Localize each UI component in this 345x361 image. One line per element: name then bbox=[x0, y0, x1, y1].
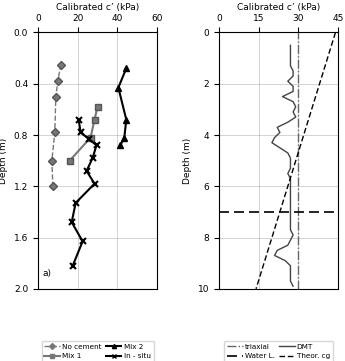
Mix 2 bbox=[116, 86, 120, 90]
DMT bbox=[286, 120, 290, 124]
In - situ bbox=[71, 264, 75, 268]
DMT bbox=[288, 238, 293, 242]
DMT bbox=[288, 274, 293, 278]
DMT bbox=[280, 94, 285, 99]
DMT bbox=[286, 243, 290, 247]
triaxial bbox=[296, 30, 300, 35]
In - situ bbox=[85, 169, 89, 173]
In - situ bbox=[95, 143, 99, 147]
Mix 1 bbox=[96, 105, 100, 109]
Title: Calibrated c’ (kPa): Calibrated c’ (kPa) bbox=[56, 3, 139, 12]
DMT bbox=[291, 69, 295, 73]
Line: No cement: No cement bbox=[49, 62, 63, 189]
Line: Mix 2: Mix 2 bbox=[115, 65, 130, 149]
DMT bbox=[275, 125, 279, 130]
DMT bbox=[288, 207, 293, 212]
DMT bbox=[291, 74, 295, 78]
No cement bbox=[50, 158, 54, 163]
No cement bbox=[59, 62, 63, 67]
DMT bbox=[291, 110, 295, 114]
DMT bbox=[286, 79, 290, 83]
In - situ bbox=[73, 201, 78, 205]
In - situ bbox=[70, 220, 74, 224]
DMT bbox=[288, 222, 293, 227]
Legend: triaxial, Water L., DMT, Theor. cg: triaxial, Water L., DMT, Theor. cg bbox=[224, 340, 333, 361]
DMT bbox=[288, 182, 293, 186]
DMT bbox=[291, 284, 295, 288]
Water L. bbox=[217, 210, 221, 214]
DMT bbox=[288, 48, 293, 53]
Title: Calibrated c’ (kPa): Calibrated c’ (kPa) bbox=[237, 3, 320, 12]
In - situ bbox=[92, 182, 97, 186]
DMT bbox=[286, 171, 290, 176]
DMT bbox=[288, 217, 293, 222]
Mix 1 bbox=[92, 117, 97, 122]
DMT bbox=[294, 105, 298, 109]
Mix 2 bbox=[122, 135, 126, 140]
triaxial bbox=[296, 56, 300, 60]
No cement bbox=[51, 184, 55, 188]
DMT bbox=[291, 100, 295, 104]
DMT bbox=[273, 135, 277, 140]
In - situ bbox=[90, 156, 95, 160]
DMT bbox=[273, 253, 277, 258]
Text: a): a) bbox=[43, 269, 52, 278]
DMT bbox=[283, 258, 287, 263]
DMT bbox=[288, 43, 293, 47]
DMT bbox=[278, 145, 282, 150]
DMT bbox=[275, 248, 279, 252]
No cement bbox=[56, 79, 60, 83]
DMT bbox=[288, 212, 293, 217]
Line: Mix 1: Mix 1 bbox=[66, 103, 101, 164]
No cement bbox=[53, 130, 57, 135]
Mix 1 bbox=[68, 158, 72, 163]
Y-axis label: Depth (m): Depth (m) bbox=[183, 138, 192, 184]
No cement bbox=[54, 94, 58, 99]
DMT bbox=[288, 166, 293, 170]
DMT bbox=[288, 192, 293, 196]
In - situ bbox=[87, 137, 91, 141]
DMT bbox=[291, 84, 295, 88]
Line: In - situ: In - situ bbox=[68, 116, 100, 269]
DMT bbox=[286, 151, 290, 155]
DMT bbox=[294, 115, 298, 119]
DMT bbox=[288, 58, 293, 63]
Mix 1 bbox=[88, 135, 92, 140]
DMT bbox=[291, 89, 295, 93]
DMT bbox=[288, 64, 293, 68]
DMT bbox=[291, 233, 295, 237]
DMT bbox=[288, 202, 293, 206]
DMT bbox=[278, 130, 282, 135]
In - situ bbox=[80, 239, 85, 244]
DMT bbox=[288, 264, 293, 268]
In - situ bbox=[79, 130, 83, 135]
DMT bbox=[288, 187, 293, 191]
DMT bbox=[270, 140, 274, 145]
Mix 2 bbox=[124, 117, 128, 122]
DMT bbox=[288, 228, 293, 232]
Line: DMT: DMT bbox=[272, 45, 296, 286]
Mix 2 bbox=[124, 66, 128, 70]
DMT bbox=[288, 197, 293, 201]
DMT bbox=[288, 53, 293, 58]
DMT bbox=[288, 177, 293, 181]
In - situ bbox=[77, 117, 81, 122]
DMT bbox=[288, 161, 293, 165]
Mix 2 bbox=[118, 143, 122, 147]
Water L. bbox=[219, 210, 224, 214]
DMT bbox=[288, 156, 293, 160]
DMT bbox=[288, 279, 293, 283]
DMT bbox=[288, 269, 293, 273]
Legend: No cement, Mix 1, Mix 2, In - situ: No cement, Mix 1, Mix 2, In - situ bbox=[41, 340, 154, 361]
Y-axis label: Depth (m): Depth (m) bbox=[0, 138, 8, 184]
